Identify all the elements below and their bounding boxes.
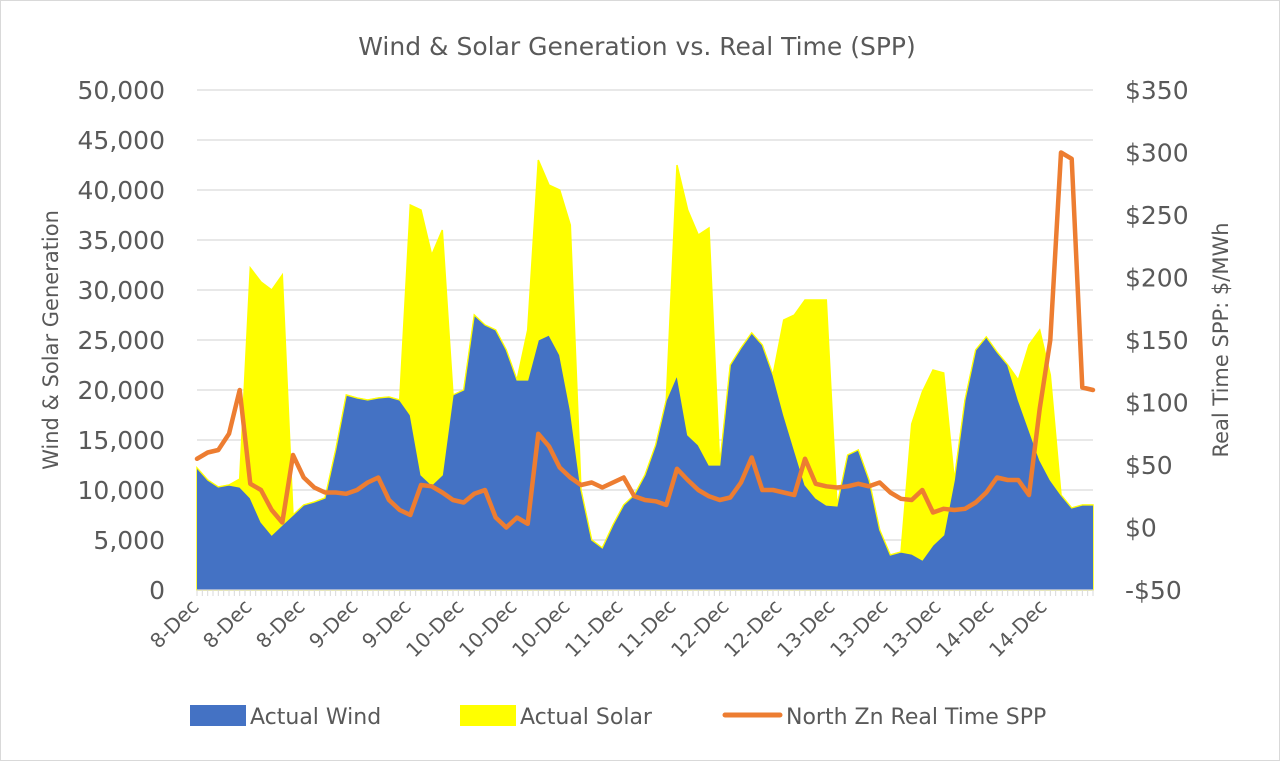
y-tick-label: 20,000 [78,376,165,405]
legend-swatch-wind [190,705,246,726]
y2-tick-label: $100 [1125,389,1189,418]
y-tick-label: 35,000 [78,226,165,255]
y-tick-label: 5,000 [93,526,165,555]
x-tick-label: 14-Dec [984,595,1051,662]
x-tick-label: 11-Dec [613,595,680,662]
x-tick-label: 13-Dec [825,595,892,662]
y-axis-left: 0 5,000 10,000 15,000 20,000 25,000 30,000 35,0… [78,76,165,605]
legend-label-price: North Zn Real Time SPP [786,705,1046,730]
y-tick-label: 0 [149,576,165,605]
y2-axis-title: Real Time SPP: $/MWh [1209,222,1233,457]
y2-tick-label: $50 [1125,451,1173,480]
y-axis-title: Wind & Solar Generation [39,210,63,470]
y-axis-right: -$50 $0 $50 $100 $150 $200 $250 $300 $350 [1125,76,1189,605]
legend-item-wind[interactable]: Actual Wind [190,705,381,730]
y-tick-label: 10,000 [78,476,165,505]
x-tick-label: 13-Dec [878,595,945,662]
x-tick-label: 9-Dec [304,595,362,653]
x-tick-label: 10-Dec [454,595,521,662]
y-tick-label: 40,000 [78,176,165,205]
y-tick-label: 25,000 [78,326,165,355]
x-tick-label: 8-Dec [198,595,256,653]
x-tick-label: 12-Dec [666,595,733,662]
y-tick-label: 50,000 [78,76,165,105]
price-line [194,150,1096,530]
x-tick-label: 10-Dec [401,595,468,662]
legend-item-price[interactable]: North Zn Real Time SPP [722,705,1046,730]
y2-tick-label: $0 [1125,514,1157,543]
x-tick-label: 11-Dec [560,595,627,662]
y-tick-label: 15,000 [78,426,165,455]
legend-label-wind: Actual Wind [250,705,381,730]
chart-title: Wind & Solar Generation vs. Real Time (S… [358,32,916,61]
y2-tick-label: $300 [1125,139,1189,168]
y2-tick-label: $200 [1125,264,1189,293]
y2-tick-label: -$50 [1125,576,1182,605]
x-tick-label: 13-Dec [772,595,839,662]
y2-tick-label: $350 [1125,76,1189,105]
legend-item-solar[interactable]: Actual Solar [460,705,653,730]
x-axis: 8-Dec8-Dec8-Dec9-Dec9-Dec10-Dec10-Dec10-… [145,589,1094,662]
legend-swatch-solar [460,705,516,726]
y-tick-label: 30,000 [78,276,165,305]
plot-areas [194,150,1096,591]
x-tick-label: 14-Dec [931,595,998,662]
wind-area-edge [196,313,1093,561]
x-tick-label: 8-Dec [251,595,309,653]
legend: Actual Wind Actual Solar North Zn Real T… [190,705,1046,730]
x-tick-label: 12-Dec [719,595,786,662]
y2-tick-label: $250 [1125,201,1189,230]
legend-label-solar: Actual Solar [520,705,653,730]
wind-area [197,315,1093,590]
y-tick-label: 45,000 [78,126,165,155]
x-tick-label: 10-Dec [507,595,574,662]
y2-tick-label: $150 [1125,326,1189,355]
